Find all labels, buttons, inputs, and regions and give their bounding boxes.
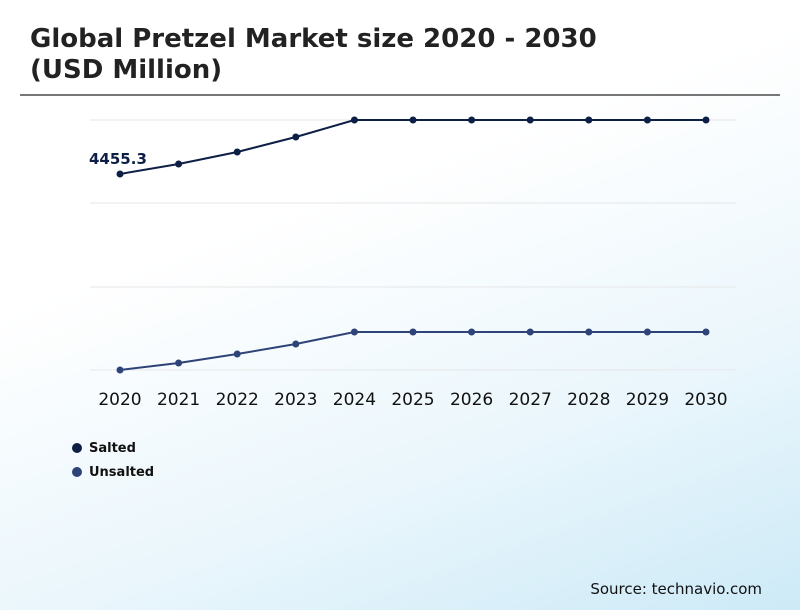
data-point-unsalted (643, 328, 651, 336)
x-tick-label: 2025 (391, 390, 434, 410)
x-tick-label: 2029 (626, 390, 669, 410)
data-point-salted (116, 170, 124, 178)
data-point-salted (468, 116, 476, 124)
legend-label: Unsalted (89, 464, 155, 480)
x-tick-label: 2030 (684, 390, 727, 410)
data-point-unsalted (292, 340, 300, 348)
title-divider (20, 94, 780, 96)
legend-item-salted[interactable]: Salted (72, 436, 154, 460)
data-point-unsalted (233, 350, 241, 358)
legend-marker-icon (72, 467, 82, 477)
x-tick-label: 2023 (274, 390, 317, 410)
chart-title-line-2: (USD Million) (30, 55, 223, 85)
data-point-salted (526, 116, 534, 124)
data-point-salted (409, 116, 417, 124)
chart-title: Global Pretzel Market size 2020 - 2030 (… (30, 24, 597, 86)
data-point-unsalted (175, 359, 183, 367)
data-label: 4455.3 (89, 150, 147, 168)
chart-title-line-1: Global Pretzel Market size 2020 - 2030 (30, 24, 597, 54)
data-point-unsalted (702, 328, 710, 336)
data-point-unsalted (350, 328, 358, 336)
x-tick-label: 2021 (157, 390, 200, 410)
legend-marker-icon (72, 443, 82, 453)
data-point-unsalted (116, 366, 124, 374)
series-line-unsalted (119, 331, 706, 371)
data-point-salted (350, 116, 358, 124)
series-line-salted (119, 119, 706, 175)
x-tick-label: 2028 (567, 390, 610, 410)
legend-label: Salted (89, 440, 136, 456)
data-point-unsalted (409, 328, 417, 336)
legend: Salted Unsalted (72, 436, 154, 484)
legend-item-unsalted[interactable]: Unsalted (72, 460, 154, 484)
x-tick-label: 2024 (333, 390, 376, 410)
x-tick-label: 2022 (216, 390, 259, 410)
data-point-salted (643, 116, 651, 124)
data-point-unsalted (585, 328, 593, 336)
x-tick-label: 2027 (509, 390, 552, 410)
data-point-unsalted (526, 328, 534, 336)
data-point-salted (175, 160, 183, 168)
data-point-salted (702, 116, 710, 124)
data-point-salted (292, 133, 300, 141)
x-tick-label: 2020 (98, 390, 141, 410)
data-point-unsalted (468, 328, 476, 336)
source-text: Source: technavio.com (590, 580, 762, 598)
x-tick-label: 2026 (450, 390, 493, 410)
data-point-salted (233, 148, 241, 156)
data-point-salted (585, 116, 593, 124)
